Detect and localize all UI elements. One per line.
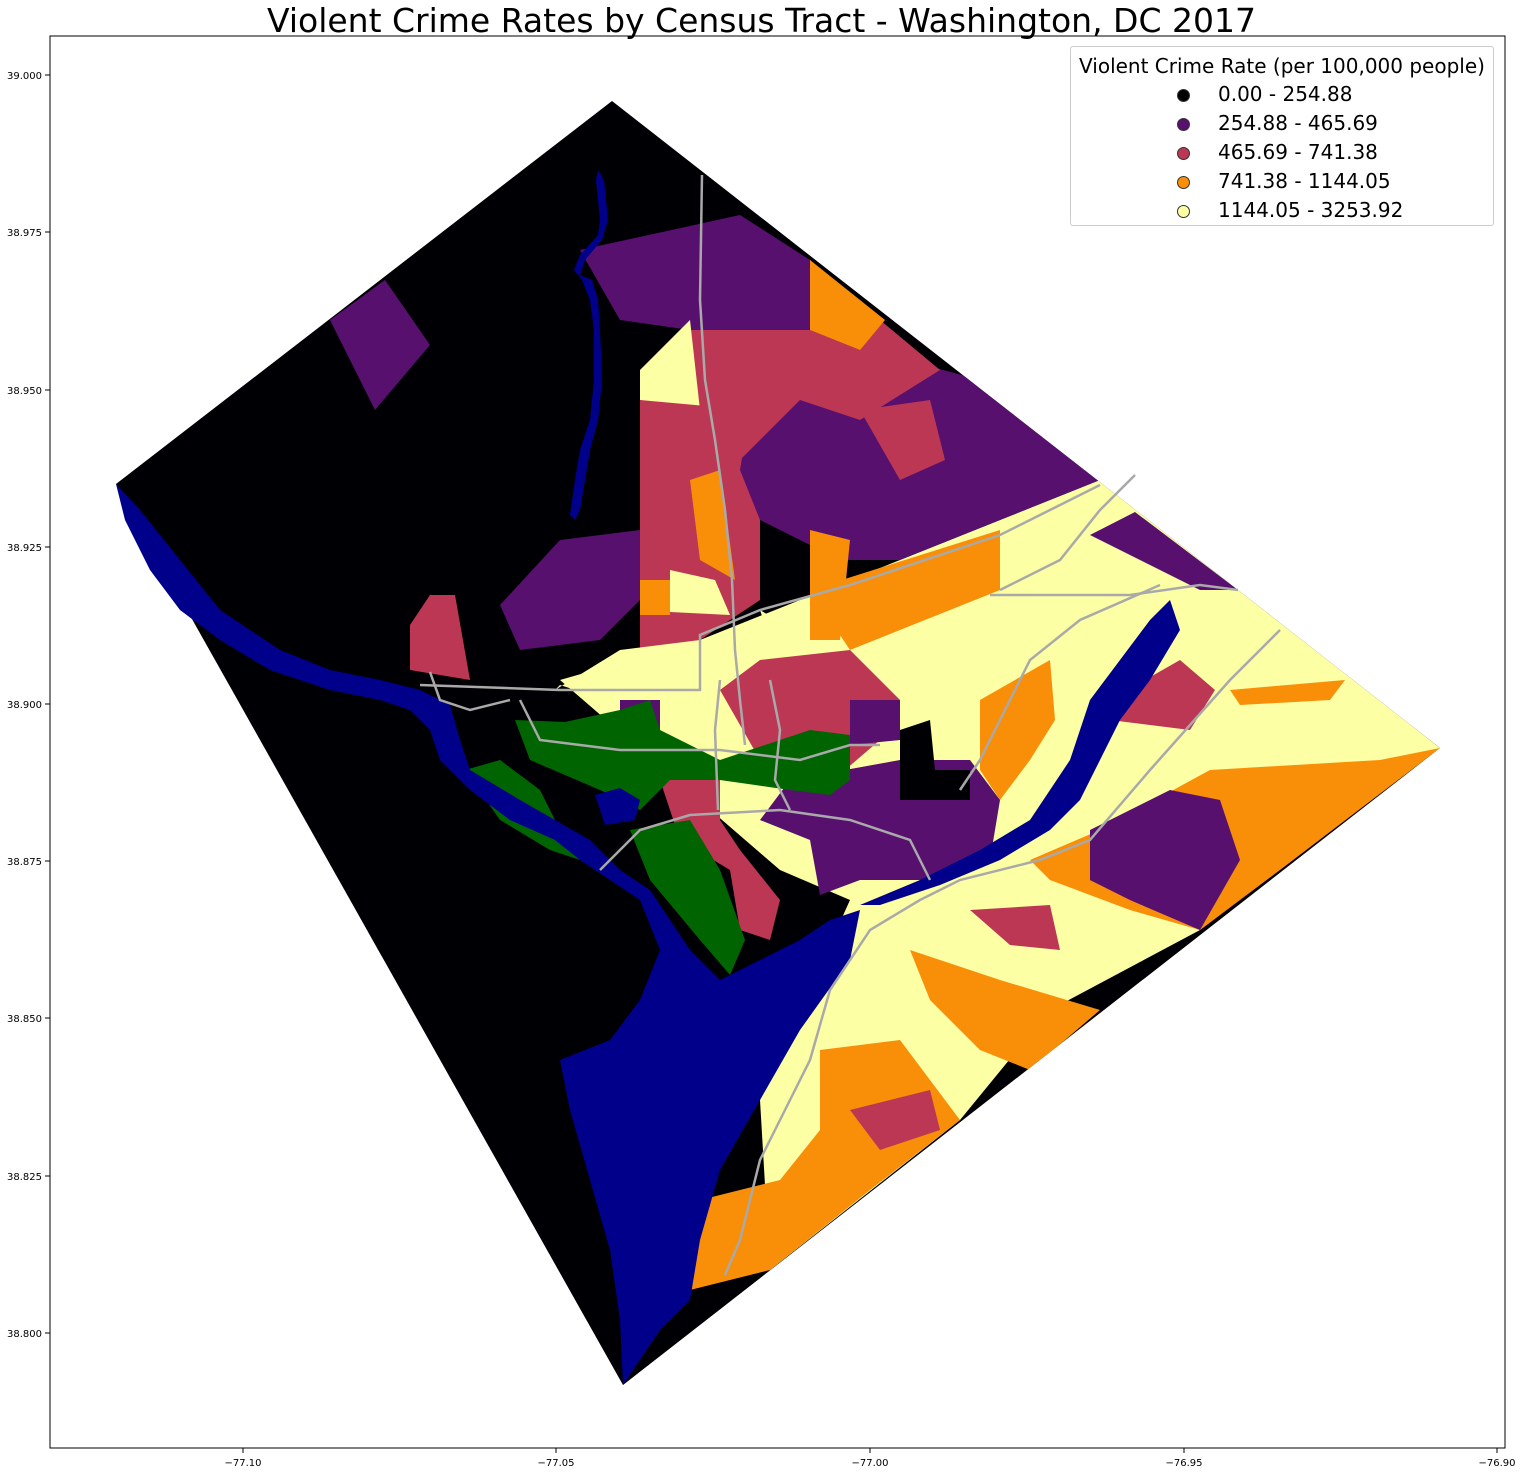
potomac-river bbox=[116, 484, 860, 1385]
legend-item: 0.00 - 254.88 bbox=[1071, 81, 1493, 110]
legend-marker bbox=[1177, 118, 1190, 131]
y-tick-label: 38.875 bbox=[7, 857, 42, 868]
x-axis: −77.10 −77.05 −77.00 −76.95 −76.90 bbox=[224, 1448, 1516, 1469]
legend-item: 741.38 - 1144.05 bbox=[1071, 168, 1493, 197]
x-tick-label: −76.95 bbox=[1165, 1458, 1202, 1469]
tract-region-rate-4 bbox=[640, 320, 700, 410]
legend-marker bbox=[1177, 89, 1190, 102]
tract-region-rate-1 bbox=[500, 530, 640, 650]
y-tick-label: 38.900 bbox=[7, 700, 42, 711]
tract-region-rate-4 bbox=[555, 640, 745, 745]
tract-region-rate-3 bbox=[910, 950, 1100, 1070]
tract-region-rate-3 bbox=[640, 580, 670, 615]
legend-label: 1144.05 - 3253.92 bbox=[1218, 198, 1404, 222]
plot-frame bbox=[49, 35, 1506, 1449]
x-tick-label: −76.90 bbox=[1478, 1458, 1515, 1469]
rock-creek bbox=[570, 170, 608, 520]
legend-title: Violent Crime Rate (per 100,000 people) bbox=[1079, 54, 1485, 78]
legend-item: 1144.05 - 3253.92 bbox=[1071, 197, 1493, 226]
legend-marker bbox=[1177, 176, 1190, 189]
y-tick-label: 38.975 bbox=[7, 228, 42, 239]
x-tick-label: −77.00 bbox=[851, 1458, 888, 1469]
tract-region-rate-3 bbox=[810, 530, 850, 640]
tract-region-rate-1 bbox=[850, 700, 900, 745]
y-tick-label: 38.925 bbox=[7, 543, 42, 554]
y-axis: 39.000 38.975 38.950 38.925 38.900 38.87… bbox=[7, 71, 50, 1340]
road-network bbox=[419, 174, 1281, 1276]
tidal-basin bbox=[595, 788, 640, 825]
tract-region-rate-2 bbox=[850, 1090, 940, 1150]
dc-map bbox=[116, 101, 1440, 1385]
tract-region-rate-2 bbox=[1110, 660, 1215, 730]
tract-region-rate-2 bbox=[860, 400, 945, 480]
tract-region-rate-4 bbox=[670, 570, 730, 615]
tract-region-rate-3 bbox=[980, 660, 1055, 800]
legend-marker bbox=[1177, 147, 1190, 160]
legend-item: 254.88 - 465.69 bbox=[1071, 110, 1493, 139]
tract-region-rate-1 bbox=[1090, 790, 1240, 930]
y-tick-label: 39.000 bbox=[7, 71, 42, 82]
x-tick-label: −77.05 bbox=[537, 1458, 574, 1469]
legend-label: 254.88 - 465.69 bbox=[1218, 111, 1378, 135]
tract-region-rate-2 bbox=[970, 905, 1060, 950]
legend-item: 465.69 - 741.38 bbox=[1071, 139, 1493, 168]
anacostia-river bbox=[860, 600, 1180, 905]
y-tick-label: 38.825 bbox=[7, 1172, 42, 1183]
park-national-mall bbox=[515, 700, 850, 810]
legend-label: 465.69 - 741.38 bbox=[1218, 140, 1378, 164]
legend: Violent Crime Rate (per 100,000 people) … bbox=[1070, 46, 1494, 226]
legend-marker bbox=[1177, 205, 1190, 218]
tract-region-rate-3 bbox=[810, 530, 1000, 650]
y-tick-label: 38.950 bbox=[7, 386, 42, 397]
legend-label: 741.38 - 1144.05 bbox=[1218, 169, 1391, 193]
tract-region-rate-3 bbox=[810, 260, 885, 350]
tract-region-rate-2 bbox=[410, 595, 470, 680]
y-tick-label: 38.850 bbox=[7, 1014, 42, 1025]
tract-region-rate-1 bbox=[1090, 512, 1238, 590]
tract-region-rate-3 bbox=[1230, 680, 1345, 705]
x-tick-label: −77.10 bbox=[224, 1458, 261, 1469]
tract-region-rate-4 bbox=[760, 610, 810, 670]
tract-region-rate-1 bbox=[330, 280, 430, 410]
legend-label: 0.00 - 254.88 bbox=[1218, 82, 1353, 106]
y-tick-label: 38.800 bbox=[7, 1329, 42, 1340]
map-title: Violent Crime Rates by Census Tract - Wa… bbox=[266, 1, 1256, 40]
park-east-potomac bbox=[630, 820, 745, 975]
tract-region-rate-0 bbox=[900, 720, 970, 800]
